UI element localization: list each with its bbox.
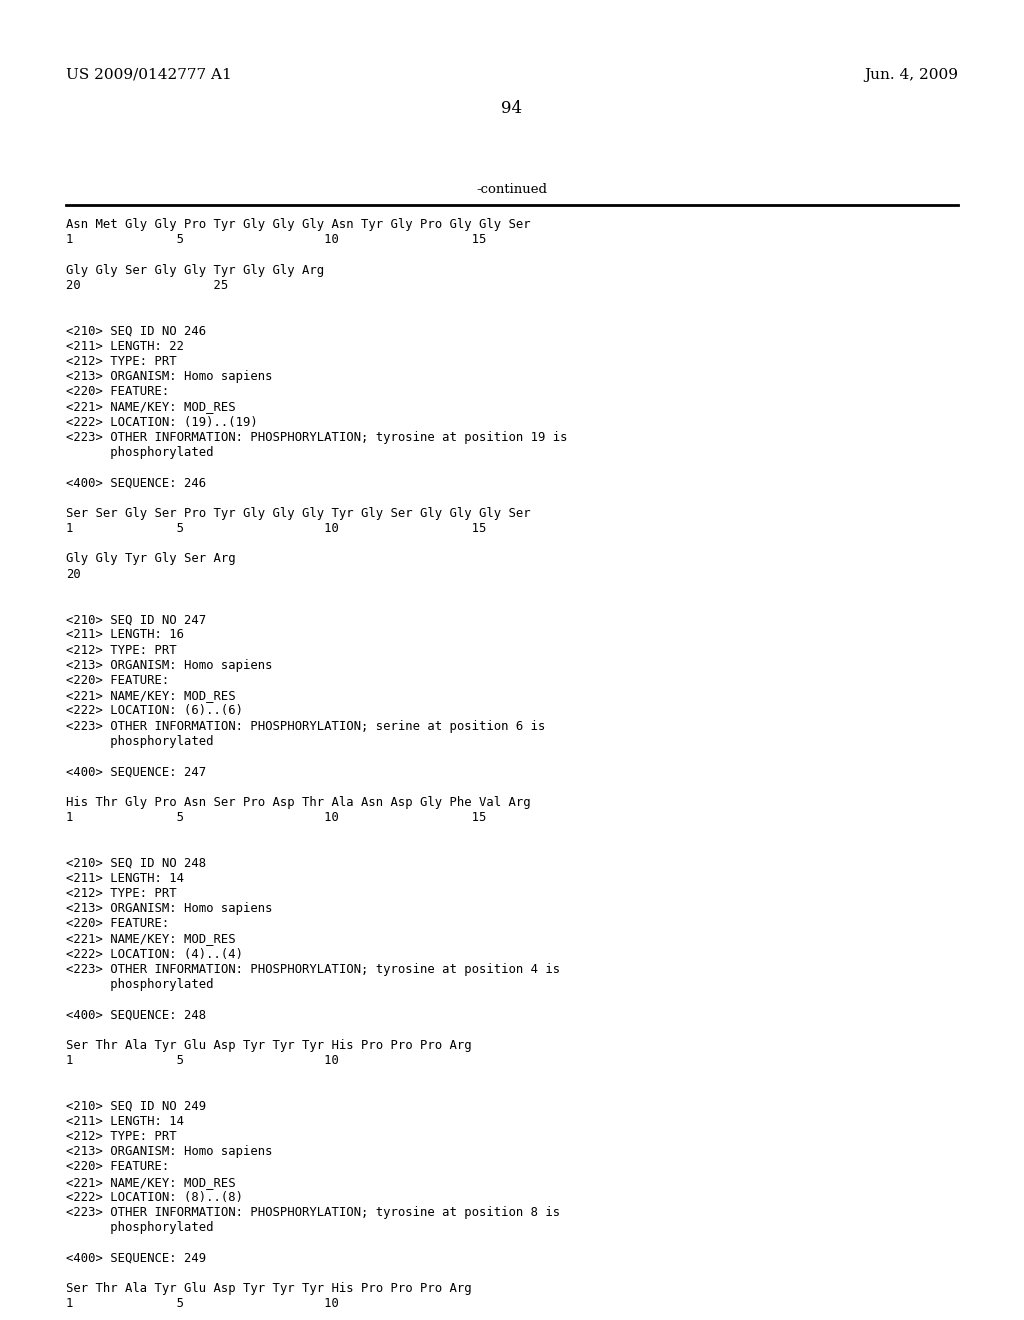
Text: Ser Ser Gly Ser Pro Tyr Gly Gly Gly Tyr Gly Ser Gly Gly Gly Ser: Ser Ser Gly Ser Pro Tyr Gly Gly Gly Tyr … xyxy=(66,507,530,520)
Text: <211> LENGTH: 22: <211> LENGTH: 22 xyxy=(66,339,184,352)
Text: <221> NAME/KEY: MOD_RES: <221> NAME/KEY: MOD_RES xyxy=(66,400,236,413)
Text: <211> LENGTH: 16: <211> LENGTH: 16 xyxy=(66,628,184,642)
Text: 1              5                   10                  15: 1 5 10 15 xyxy=(66,521,486,535)
Text: <222> LOCATION: (19)..(19): <222> LOCATION: (19)..(19) xyxy=(66,416,258,429)
Text: <400> SEQUENCE: 247: <400> SEQUENCE: 247 xyxy=(66,766,206,779)
Text: <213> ORGANISM: Homo sapiens: <213> ORGANISM: Homo sapiens xyxy=(66,902,272,915)
Text: <400> SEQUENCE: 246: <400> SEQUENCE: 246 xyxy=(66,477,206,490)
Text: <213> ORGANISM: Homo sapiens: <213> ORGANISM: Homo sapiens xyxy=(66,1146,272,1158)
Text: <223> OTHER INFORMATION: PHOSPHORYLATION; serine at position 6 is: <223> OTHER INFORMATION: PHOSPHORYLATION… xyxy=(66,719,546,733)
Text: <220> FEATURE:: <220> FEATURE: xyxy=(66,385,169,399)
Text: <222> LOCATION: (6)..(6): <222> LOCATION: (6)..(6) xyxy=(66,705,243,717)
Text: Jun. 4, 2009: Jun. 4, 2009 xyxy=(864,69,958,82)
Text: <221> NAME/KEY: MOD_RES: <221> NAME/KEY: MOD_RES xyxy=(66,1176,236,1188)
Text: <210> SEQ ID NO 248: <210> SEQ ID NO 248 xyxy=(66,857,206,870)
Text: phosphorylated: phosphorylated xyxy=(66,1221,213,1234)
Text: 20: 20 xyxy=(66,568,81,581)
Text: <221> NAME/KEY: MOD_RES: <221> NAME/KEY: MOD_RES xyxy=(66,932,236,945)
Text: phosphorylated: phosphorylated xyxy=(66,735,213,748)
Text: <222> LOCATION: (4)..(4): <222> LOCATION: (4)..(4) xyxy=(66,948,243,961)
Text: <222> LOCATION: (8)..(8): <222> LOCATION: (8)..(8) xyxy=(66,1191,243,1204)
Text: His Thr Gly Pro Asn Ser Pro Asp Thr Ala Asn Asp Gly Phe Val Arg: His Thr Gly Pro Asn Ser Pro Asp Thr Ala … xyxy=(66,796,530,809)
Text: phosphorylated: phosphorylated xyxy=(66,978,213,991)
Text: 94: 94 xyxy=(502,100,522,117)
Text: <210> SEQ ID NO 249: <210> SEQ ID NO 249 xyxy=(66,1100,206,1113)
Text: Asn Met Gly Gly Pro Tyr Gly Gly Gly Asn Tyr Gly Pro Gly Gly Ser: Asn Met Gly Gly Pro Tyr Gly Gly Gly Asn … xyxy=(66,218,530,231)
Text: <213> ORGANISM: Homo sapiens: <213> ORGANISM: Homo sapiens xyxy=(66,659,272,672)
Text: <220> FEATURE:: <220> FEATURE: xyxy=(66,675,169,686)
Text: <210> SEQ ID NO 246: <210> SEQ ID NO 246 xyxy=(66,325,206,338)
Text: 1              5                   10                  15: 1 5 10 15 xyxy=(66,810,486,824)
Text: US 2009/0142777 A1: US 2009/0142777 A1 xyxy=(66,69,231,82)
Text: <223> OTHER INFORMATION: PHOSPHORYLATION; tyrosine at position 19 is: <223> OTHER INFORMATION: PHOSPHORYLATION… xyxy=(66,430,567,444)
Text: <212> TYPE: PRT: <212> TYPE: PRT xyxy=(66,355,176,368)
Text: Ser Thr Ala Tyr Glu Asp Tyr Tyr Tyr His Pro Pro Pro Arg: Ser Thr Ala Tyr Glu Asp Tyr Tyr Tyr His … xyxy=(66,1282,472,1295)
Text: <220> FEATURE:: <220> FEATURE: xyxy=(66,917,169,931)
Text: phosphorylated: phosphorylated xyxy=(66,446,213,459)
Text: <223> OTHER INFORMATION: PHOSPHORYLATION; tyrosine at position 4 is: <223> OTHER INFORMATION: PHOSPHORYLATION… xyxy=(66,962,560,975)
Text: <212> TYPE: PRT: <212> TYPE: PRT xyxy=(66,644,176,656)
Text: Ser Thr Ala Tyr Glu Asp Tyr Tyr Tyr His Pro Pro Pro Arg: Ser Thr Ala Tyr Glu Asp Tyr Tyr Tyr His … xyxy=(66,1039,472,1052)
Text: Gly Gly Ser Gly Gly Tyr Gly Gly Arg: Gly Gly Ser Gly Gly Tyr Gly Gly Arg xyxy=(66,264,325,277)
Text: 1              5                   10                  15: 1 5 10 15 xyxy=(66,234,486,247)
Text: <400> SEQUENCE: 248: <400> SEQUENCE: 248 xyxy=(66,1008,206,1022)
Text: <223> OTHER INFORMATION: PHOSPHORYLATION; tyrosine at position 8 is: <223> OTHER INFORMATION: PHOSPHORYLATION… xyxy=(66,1206,560,1218)
Text: <221> NAME/KEY: MOD_RES: <221> NAME/KEY: MOD_RES xyxy=(66,689,236,702)
Text: Gly Gly Tyr Gly Ser Arg: Gly Gly Tyr Gly Ser Arg xyxy=(66,552,236,565)
Text: <210> SEQ ID NO 247: <210> SEQ ID NO 247 xyxy=(66,614,206,626)
Text: <212> TYPE: PRT: <212> TYPE: PRT xyxy=(66,887,176,900)
Text: <400> SEQUENCE: 249: <400> SEQUENCE: 249 xyxy=(66,1251,206,1265)
Text: <211> LENGTH: 14: <211> LENGTH: 14 xyxy=(66,1115,184,1127)
Text: 1              5                   10: 1 5 10 xyxy=(66,1053,339,1067)
Text: 20                  25: 20 25 xyxy=(66,279,228,292)
Text: <212> TYPE: PRT: <212> TYPE: PRT xyxy=(66,1130,176,1143)
Text: 1              5                   10: 1 5 10 xyxy=(66,1298,339,1311)
Text: -continued: -continued xyxy=(476,183,548,195)
Text: <220> FEATURE:: <220> FEATURE: xyxy=(66,1160,169,1173)
Text: <211> LENGTH: 14: <211> LENGTH: 14 xyxy=(66,871,184,884)
Text: <213> ORGANISM: Homo sapiens: <213> ORGANISM: Homo sapiens xyxy=(66,370,272,383)
